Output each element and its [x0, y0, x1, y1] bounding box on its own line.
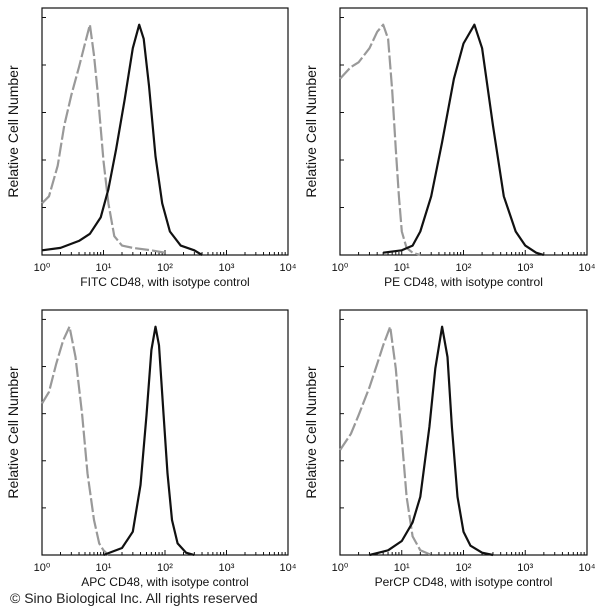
watermark: © Sino Biological Inc. All rights reserv…	[10, 590, 258, 606]
x-tick-label: 10³	[219, 562, 235, 574]
isotype-control-curve	[339, 23, 421, 257]
x-tick-label: 10³	[219, 262, 235, 274]
panel-4: 10⁰ 10¹ 10² 10³ 10⁴ PerCP CD48, with isotype …	[303, 309, 596, 589]
y-axis-label: Relative Cell Number	[303, 65, 319, 198]
x-tick-label: 10²	[157, 562, 173, 574]
x-tick-label: 10⁴	[280, 562, 297, 574]
cd48-curve	[41, 23, 203, 256]
plot-frame	[339, 309, 588, 556]
x-tick-label: 10⁴	[579, 562, 596, 574]
plot-frame	[41, 7, 289, 256]
x-tick-label: 10²	[456, 262, 472, 274]
x-tick-label: 10⁴	[280, 262, 297, 274]
x-tick-label: 10⁰	[34, 562, 51, 574]
cd48-curve	[369, 325, 494, 557]
x-tick-label: 10⁰	[332, 562, 349, 574]
x-tick-label: 10⁰	[34, 262, 51, 274]
x-tick-label: 10¹	[394, 562, 410, 574]
x-axis-label: APC CD48, with isotype control	[81, 575, 248, 589]
x-axis-label: PE CD48, with isotype control	[384, 275, 543, 289]
x-tick-label: 10³	[517, 262, 533, 274]
y-axis-label: Relative Cell Number	[5, 65, 21, 198]
cd48-curve	[103, 325, 195, 557]
x-axis-label: FITC CD48, with isotype control	[80, 275, 249, 289]
x-tick-label: 10²	[157, 262, 173, 274]
isotype-control-curve	[41, 23, 166, 254]
x-tick-label: 10⁰	[332, 262, 349, 274]
panel-1: 10⁰ 10¹ 10² 10³ 10⁴ FITC CD48, with isotype c…	[5, 7, 297, 289]
panel-3: 10⁰ 10¹ 10² 10³ 10⁴ APC CD48, with isotype co…	[5, 309, 297, 589]
y-axis-label: Relative Cell Number	[303, 366, 319, 499]
x-tick-label: 10⁴	[579, 262, 596, 274]
cd48-curve	[383, 23, 545, 257]
x-tick-label: 10¹	[394, 262, 410, 274]
x-tick-label: 10¹	[96, 262, 112, 274]
isotype-control-curve	[41, 325, 110, 556]
x-tick-label: 10¹	[96, 562, 112, 574]
y-axis-label: Relative Cell Number	[5, 366, 21, 499]
x-axis-label: PerCP CD48, with isotype control	[375, 575, 553, 589]
x-tick-label: 10²	[456, 562, 472, 574]
panel-2: 10⁰ 10¹ 10² 10³ 10⁴ PE CD48, with isotype con…	[303, 7, 596, 289]
x-tick-label: 10³	[517, 562, 533, 574]
isotype-control-curve	[339, 325, 432, 557]
